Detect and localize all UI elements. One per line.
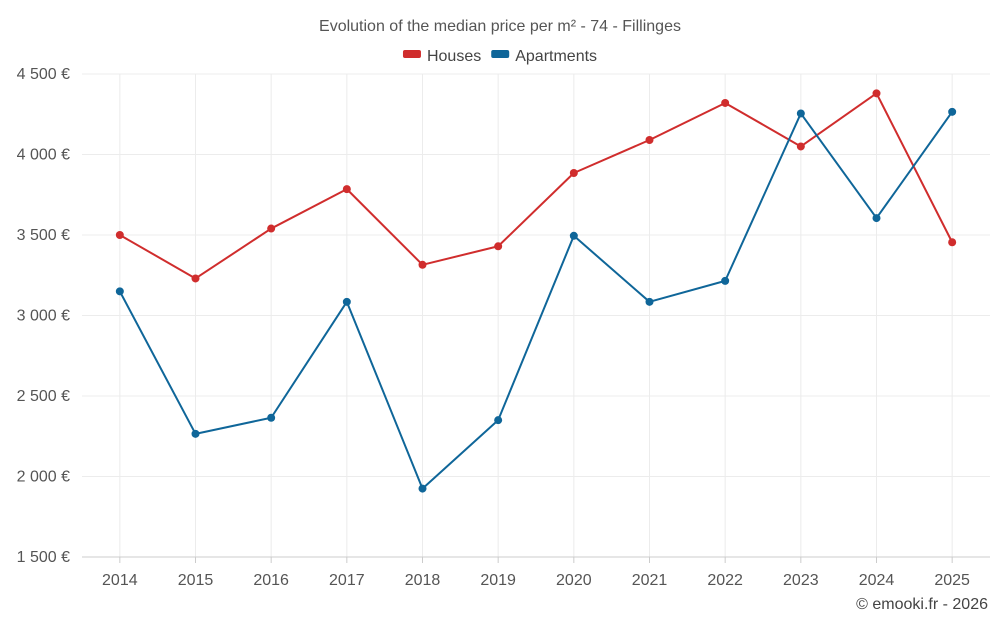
x-tick-label: 2016	[253, 572, 289, 589]
series-line-apartments	[118, 111, 953, 490]
y-tick-label: 2 000 €	[17, 469, 70, 486]
data-point-houses[interactable]	[191, 274, 200, 283]
chart-legend: Houses Apartments	[402, 48, 597, 65]
y-tick-label: 2 500 €	[17, 388, 70, 405]
x-tick-label: 2015	[178, 572, 214, 589]
x-tick-label: 2014	[102, 572, 138, 589]
chart-title: Evolution of the median price per m² - 7…	[319, 18, 681, 35]
legend-item-houses[interactable]: Houses	[402, 48, 481, 65]
x-tick-label: 2022	[707, 572, 743, 589]
series-line-houses	[119, 92, 954, 280]
data-point-houses[interactable]	[796, 142, 805, 151]
x-tick-label: 2021	[632, 572, 668, 589]
data-point-houses[interactable]	[267, 224, 276, 233]
data-point-houses[interactable]	[342, 185, 351, 194]
y-tick-label: 4 500 €	[17, 66, 70, 83]
credit-text: © emooki.fr - 2026	[856, 596, 988, 613]
y-tick-label: 3 000 €	[17, 308, 70, 325]
data-point-apartments[interactable]	[267, 413, 276, 422]
data-point-houses[interactable]	[645, 136, 654, 145]
series-apartments	[115, 107, 957, 493]
data-point-houses[interactable]	[569, 169, 578, 178]
data-point-apartments[interactable]	[569, 231, 578, 240]
data-point-apartments[interactable]	[342, 297, 351, 306]
data-point-apartments[interactable]	[191, 429, 200, 438]
data-point-houses[interactable]	[721, 98, 730, 107]
x-tick-label: 2019	[480, 572, 516, 589]
y-tick-label: 3 500 €	[17, 227, 70, 244]
data-point-apartments[interactable]	[948, 107, 957, 116]
data-point-apartments[interactable]	[418, 484, 427, 493]
data-point-apartments[interactable]	[872, 214, 881, 223]
data-point-apartments[interactable]	[721, 276, 730, 285]
y-tick-label: 4 000 €	[17, 147, 70, 164]
series-layer	[115, 89, 957, 493]
x-tick-label: 2018	[405, 572, 441, 589]
axes: 1 500 € 2 000 € 2 500 € 3 000 € 3 500 € 4 000…	[17, 66, 990, 589]
legend-swatch	[402, 50, 421, 58]
data-point-apartments[interactable]	[796, 109, 805, 118]
legend-swatch	[491, 50, 510, 58]
grid-lines	[82, 73, 990, 558]
series-houses	[115, 89, 957, 283]
legend-label: Apartments	[515, 48, 597, 65]
data-point-houses[interactable]	[115, 231, 124, 239]
data-point-apartments[interactable]	[645, 297, 654, 306]
y-tick-label: 1 500 €	[17, 549, 70, 566]
x-tick-label: 2017	[329, 572, 365, 589]
data-point-houses[interactable]	[418, 260, 427, 269]
x-tick-label: 2024	[859, 572, 895, 589]
data-point-apartments[interactable]	[115, 287, 124, 296]
legend-label: Houses	[427, 48, 481, 65]
data-point-apartments[interactable]	[494, 416, 503, 425]
x-tick-label: 2025	[934, 572, 970, 589]
data-point-houses[interactable]	[872, 89, 881, 98]
x-tick-label: 2023	[783, 572, 819, 589]
legend-item-apartments[interactable]: Apartments	[491, 48, 597, 65]
data-point-houses[interactable]	[948, 238, 957, 247]
x-tick-label: 2020	[556, 572, 592, 589]
data-point-houses[interactable]	[494, 242, 503, 251]
